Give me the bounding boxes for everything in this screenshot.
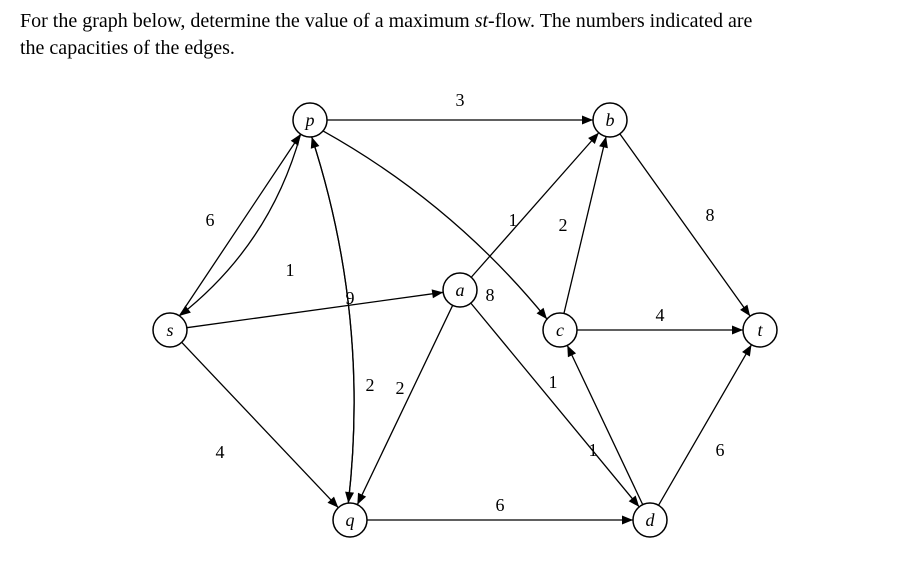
node-label-q: q xyxy=(346,510,355,530)
arrowhead-c-t xyxy=(732,326,743,335)
graph-svg: 6941382621211486spqabcdt xyxy=(120,80,800,560)
node-label-c: c xyxy=(556,320,564,340)
edge-weight-d-c: 1 xyxy=(589,440,598,460)
node-label-a: a xyxy=(456,280,465,300)
arrowhead-s-a xyxy=(432,289,444,298)
edge-weight-s-q: 4 xyxy=(216,442,225,462)
flow-network-diagram: 6941382621211486spqabcdt xyxy=(120,80,800,560)
edge-weight-b-t: 8 xyxy=(706,205,715,225)
node-a: a xyxy=(443,273,477,307)
problem-text-line2: the capacities of the edges. xyxy=(20,37,235,59)
edge-weight-p-s: 1 xyxy=(286,260,295,280)
node-label-b: b xyxy=(606,110,615,130)
arrowhead-d-c xyxy=(567,345,576,357)
edge-a-b xyxy=(471,133,599,278)
edge-d-c xyxy=(567,345,642,504)
edge-weight-q-p: 2 xyxy=(366,375,375,395)
arrowhead-d-t xyxy=(742,345,751,357)
node-label-s: s xyxy=(166,320,173,340)
edge-weight-s-p: 6 xyxy=(206,210,215,230)
node-s: s xyxy=(153,313,187,347)
edge-weight-p-c: 8 xyxy=(486,285,495,305)
edge-s-p xyxy=(179,134,300,316)
arrowhead-p-b xyxy=(582,116,593,125)
edge-a-q xyxy=(357,305,452,504)
arrowhead-p-s xyxy=(179,306,190,316)
page: For the graph below, determine the value… xyxy=(0,0,910,566)
node-p: p xyxy=(293,103,327,137)
edge-s-q xyxy=(182,342,339,507)
edge-weight-p-b: 3 xyxy=(456,90,465,110)
edge-s-a xyxy=(187,292,443,327)
edge-d-t xyxy=(659,345,752,506)
arrowhead-p-c xyxy=(537,308,547,319)
edge-weight-q-d: 6 xyxy=(496,495,505,515)
arrowhead-b-t xyxy=(740,305,750,317)
edge-b-t xyxy=(620,134,750,316)
edge-weight-d-t: 6 xyxy=(716,440,725,460)
node-t: t xyxy=(743,313,777,347)
arrowhead-p-q xyxy=(345,492,354,503)
arrowhead-q-d xyxy=(622,516,633,525)
edge-q-p xyxy=(312,137,354,503)
edge-weight-a-q: 2 xyxy=(396,378,405,398)
node-label-p: p xyxy=(304,110,315,130)
node-label-d: d xyxy=(646,510,656,530)
problem-var-st: st xyxy=(475,10,488,32)
edge-weight-a-d: 1 xyxy=(549,372,558,392)
arrowhead-a-d xyxy=(629,496,639,507)
edge-weight-a-b: 1 xyxy=(509,210,518,230)
arrowhead-c-b xyxy=(599,137,608,149)
problem-text-prefix: For the graph below, determine the value… xyxy=(20,10,475,32)
edge-c-b xyxy=(564,137,606,314)
node-q: q xyxy=(333,503,367,537)
edge-p-q xyxy=(312,137,354,503)
problem-text-suffix: -flow. The numbers indicated are xyxy=(488,10,752,32)
node-b: b xyxy=(593,103,627,137)
node-c: c xyxy=(543,313,577,347)
node-d: d xyxy=(633,503,667,537)
edge-weight-c-t: 4 xyxy=(656,305,665,325)
problem-statement: For the graph below, determine the value… xyxy=(20,8,890,62)
edge-weight-c-b: 2 xyxy=(559,215,568,235)
arrowhead-a-q xyxy=(357,493,366,505)
